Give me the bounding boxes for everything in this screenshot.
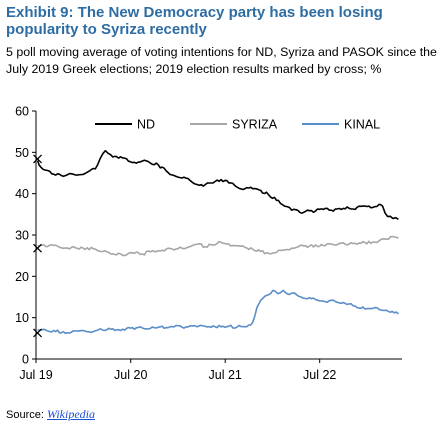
chart-series-lines [36,149,399,335]
election-cross-nd [33,154,43,164]
y-tick-label: 10 [15,311,29,325]
y-tick-label: 50 [15,146,29,160]
y-tick-label: 0 [22,353,29,367]
y-tick-label: 60 [15,105,29,119]
election-markers [33,154,43,338]
y-tick-label: 40 [15,187,29,201]
chart-title: Exhibit 9: The New Democracy party has b… [6,4,383,38]
x-tick-label: Jul 20 [114,368,147,382]
election-cross-kinal [33,328,43,338]
chart-axes: 0 10 20 30 40 50 60 Jul 19 Jul 20 Jul 21 Jul 22 [15,105,402,382]
election-cross-syriza [33,243,43,253]
x-tick-label: Jul 19 [19,368,52,382]
series-line-kinal [37,289,399,335]
cross-stroke [33,328,43,338]
chart-legend: ND SYRIZA KINAL [95,118,380,132]
x-tick-label: Jul 21 [209,368,242,382]
series-line-nd [36,149,399,220]
legend-label-nd: ND [137,118,155,132]
source-link[interactable]: Wikipedia [46,407,95,421]
y-tick-label: 30 [15,229,29,243]
cross-stroke [33,243,43,253]
legend-label-kinal: KINAL [344,118,380,132]
legend-label-syriza: SYRIZA [232,118,278,132]
chart-subtitle: 5 poll moving average of voting intentio… [6,45,437,76]
x-tick-label: Jul 22 [303,368,336,382]
series-line-syriza [37,235,399,257]
source-label: Source: [6,409,44,421]
source-note: Source: Wikipedia [6,407,95,422]
y-tick-label: 20 [15,270,29,284]
cross-stroke [33,154,43,164]
